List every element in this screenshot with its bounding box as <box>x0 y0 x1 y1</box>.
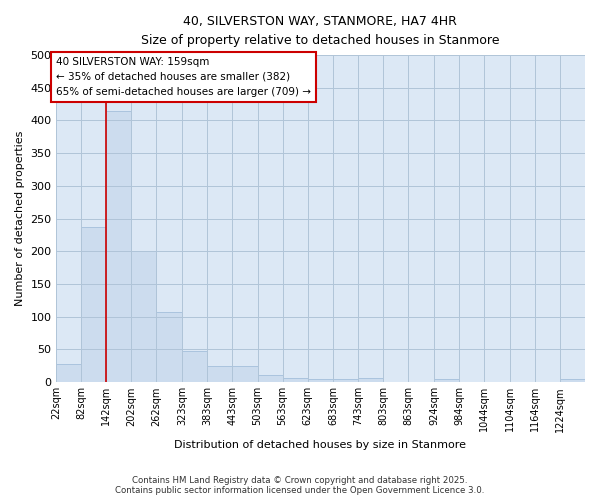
Y-axis label: Number of detached properties: Number of detached properties <box>15 131 25 306</box>
Bar <box>131 250 157 382</box>
Bar <box>560 378 585 382</box>
Bar <box>157 312 182 382</box>
Bar <box>182 350 207 382</box>
Bar <box>434 380 459 382</box>
Bar <box>232 366 257 382</box>
Bar <box>283 378 308 382</box>
Bar <box>333 378 358 382</box>
Text: 40 SILVERSTON WAY: 159sqm
← 35% of detached houses are smaller (382)
65% of semi: 40 SILVERSTON WAY: 159sqm ← 35% of detac… <box>56 57 311 96</box>
Bar <box>106 110 131 382</box>
Bar <box>207 366 232 382</box>
Bar <box>358 378 383 382</box>
Bar <box>257 375 283 382</box>
X-axis label: Distribution of detached houses by size in Stanmore: Distribution of detached houses by size … <box>175 440 466 450</box>
Bar <box>81 227 106 382</box>
Bar <box>308 378 333 382</box>
Text: Contains HM Land Registry data © Crown copyright and database right 2025.
Contai: Contains HM Land Registry data © Crown c… <box>115 476 485 495</box>
Bar <box>56 364 81 382</box>
Title: 40, SILVERSTON WAY, STANMORE, HA7 4HR
Size of property relative to detached hous: 40, SILVERSTON WAY, STANMORE, HA7 4HR Si… <box>141 15 500 47</box>
